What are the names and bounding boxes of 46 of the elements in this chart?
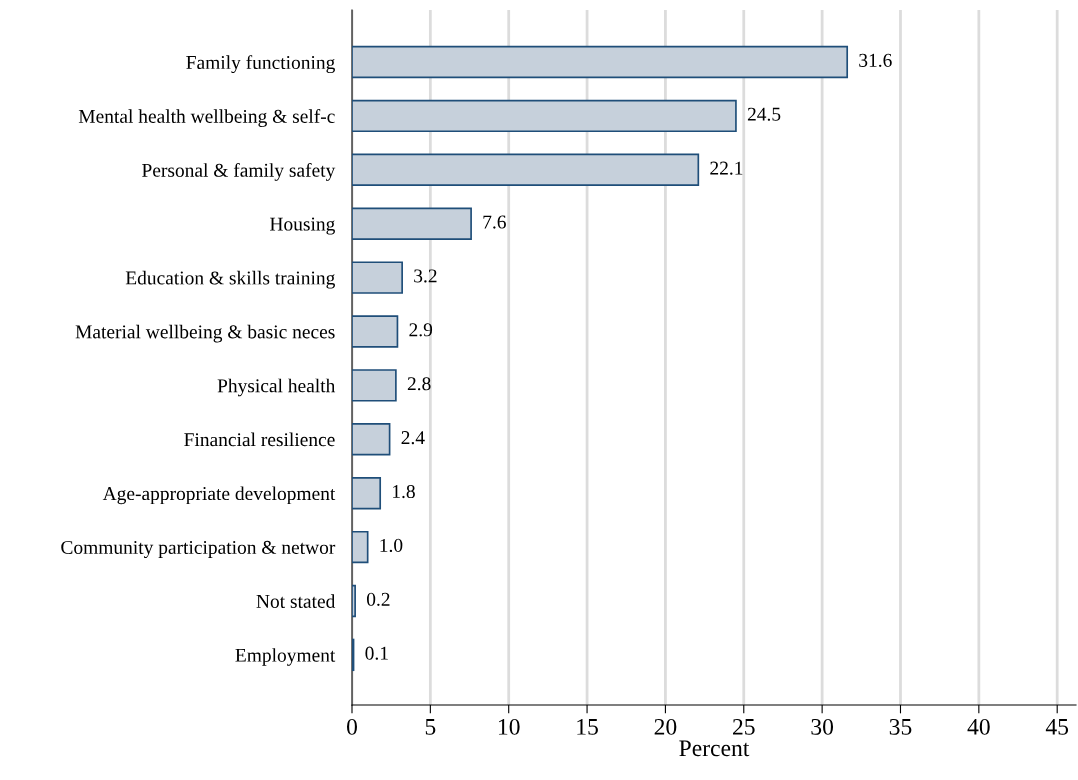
y-tick-label: Housing [269, 217, 335, 235]
data-label: 22.1 [710, 161, 743, 175]
bar [352, 45, 849, 79]
y-tick-label: Employment [235, 648, 336, 666]
bar [352, 207, 472, 240]
bar [352, 369, 397, 402]
x-tick-label: 0 [347, 718, 357, 735]
data-label: 31.6 [859, 53, 892, 67]
bar [352, 584, 356, 618]
data-label: 2.8 [407, 377, 431, 391]
x-tick-label: 35 [889, 718, 912, 735]
bar [352, 530, 369, 564]
data-label: 24.5 [747, 107, 781, 121]
y-tick-label: Physical health [217, 378, 336, 397]
y-tick-label: Mental health wellbeing & self-c [78, 109, 335, 127]
bar [352, 315, 399, 348]
bar [352, 99, 737, 133]
data-label: 2.4 [401, 431, 425, 445]
x-tick-label: 5 [425, 719, 436, 735]
y-tick-label: Financial resilience [184, 432, 335, 447]
x-tick-label: 20 [654, 718, 677, 735]
data-label: 3.2 [414, 269, 437, 283]
data-label: 7.6 [483, 215, 506, 229]
x-tick-label: 40 [967, 718, 990, 735]
data-label: 1.8 [393, 484, 415, 499]
y-tick-label: Family functioning [186, 55, 335, 74]
y-tick-label: Community participation & networ [61, 540, 336, 558]
y-tick-label: Age-appropriate development [102, 486, 336, 505]
x-tick-label: 30 [811, 718, 834, 735]
x-tick-label: 25 [733, 718, 755, 735]
bar [352, 261, 403, 294]
x-tick-label: 10 [498, 718, 520, 735]
y-tick-label: Material wellbeing & basic neces [75, 324, 335, 343]
y-tick-label: Not stated [256, 594, 336, 608]
x-axis-title: Percent [679, 740, 750, 757]
y-tick-label: Personal & family safety [142, 162, 336, 181]
bar [352, 153, 700, 186]
y-tick-label: Education & skills training [125, 270, 335, 289]
data-label: 1.0 [380, 538, 403, 553]
bar [352, 476, 382, 510]
x-tick-label: 45 [1045, 719, 1069, 735]
data-label: 0.2 [366, 592, 390, 606]
data-label: 2.9 [409, 323, 433, 337]
data-label: 0.1 [365, 646, 388, 660]
bar [352, 423, 391, 456]
x-tick-label: 15 [577, 718, 598, 735]
